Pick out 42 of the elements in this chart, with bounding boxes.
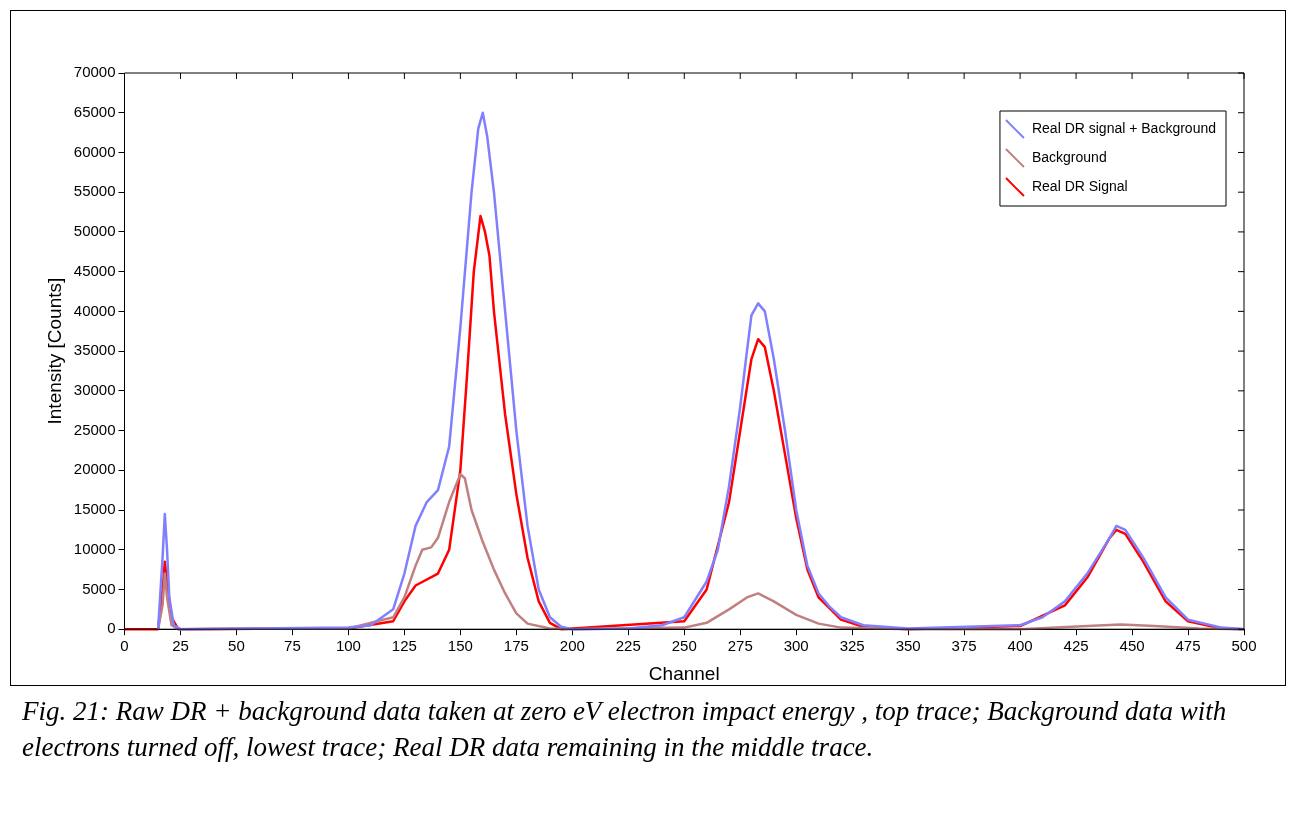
y-tick-label: 5000 bbox=[82, 579, 116, 597]
x-tick-label: 300 bbox=[783, 637, 809, 655]
caption: Fig. 21: Raw DR + background data taken at zero eV electron impact energy , top trace; Background data with electrons turned off, lowest trace; Real DR data remaining in the middle trace. bbox=[22, 695, 1228, 764]
x-tick-label: 325 bbox=[839, 637, 865, 655]
y-tick-label: 0 bbox=[107, 619, 116, 637]
y-tick-label: 30000 bbox=[73, 380, 116, 398]
y-tick-label: 35000 bbox=[73, 341, 116, 359]
x-tick-label: 25 bbox=[172, 637, 189, 655]
x-tick-label: 175 bbox=[503, 637, 529, 655]
y-tick-label: 60000 bbox=[73, 142, 116, 160]
x-tick-label: 475 bbox=[1175, 637, 1201, 655]
y-tick-label: 10000 bbox=[73, 539, 116, 557]
y-tick-label: 45000 bbox=[73, 261, 116, 279]
x-tick-label: 275 bbox=[727, 637, 753, 655]
x-tick-label: 0 bbox=[120, 637, 129, 655]
y-tick-label: 50000 bbox=[73, 222, 116, 240]
y-tick-label: 25000 bbox=[73, 420, 116, 438]
x-tick-label: 75 bbox=[284, 637, 301, 655]
x-tick-label: 200 bbox=[559, 637, 585, 655]
x-tick-label: 375 bbox=[951, 637, 977, 655]
legend-label: Background bbox=[1031, 148, 1107, 165]
y-tick-label: 40000 bbox=[73, 301, 116, 319]
x-tick-label: 225 bbox=[615, 637, 641, 655]
x-tick-label: 125 bbox=[391, 637, 417, 655]
x-tick-label: 100 bbox=[335, 637, 361, 655]
x-tick-label: 350 bbox=[895, 637, 921, 655]
x-tick-label: 500 bbox=[1231, 637, 1257, 655]
y-tick-label: 70000 bbox=[73, 63, 116, 81]
y-tick-label: 65000 bbox=[73, 102, 116, 120]
legend-label: Real DR signal + Background bbox=[1031, 119, 1216, 136]
x-axis-title: Channel bbox=[648, 662, 720, 684]
x-tick-label: 400 bbox=[1007, 637, 1033, 655]
x-tick-label: 450 bbox=[1119, 637, 1145, 655]
y-axis-title: Intensity [Counts] bbox=[43, 277, 65, 425]
y-tick-label: 15000 bbox=[73, 500, 116, 518]
x-tick-label: 50 bbox=[228, 637, 245, 655]
y-tick-label: 20000 bbox=[73, 460, 116, 478]
legend-label: Real DR Signal bbox=[1031, 177, 1128, 194]
x-tick-label: 425 bbox=[1063, 637, 1089, 655]
x-tick-label: 250 bbox=[671, 637, 697, 655]
y-tick-label: 55000 bbox=[73, 182, 116, 200]
x-tick-label: 150 bbox=[447, 637, 473, 655]
